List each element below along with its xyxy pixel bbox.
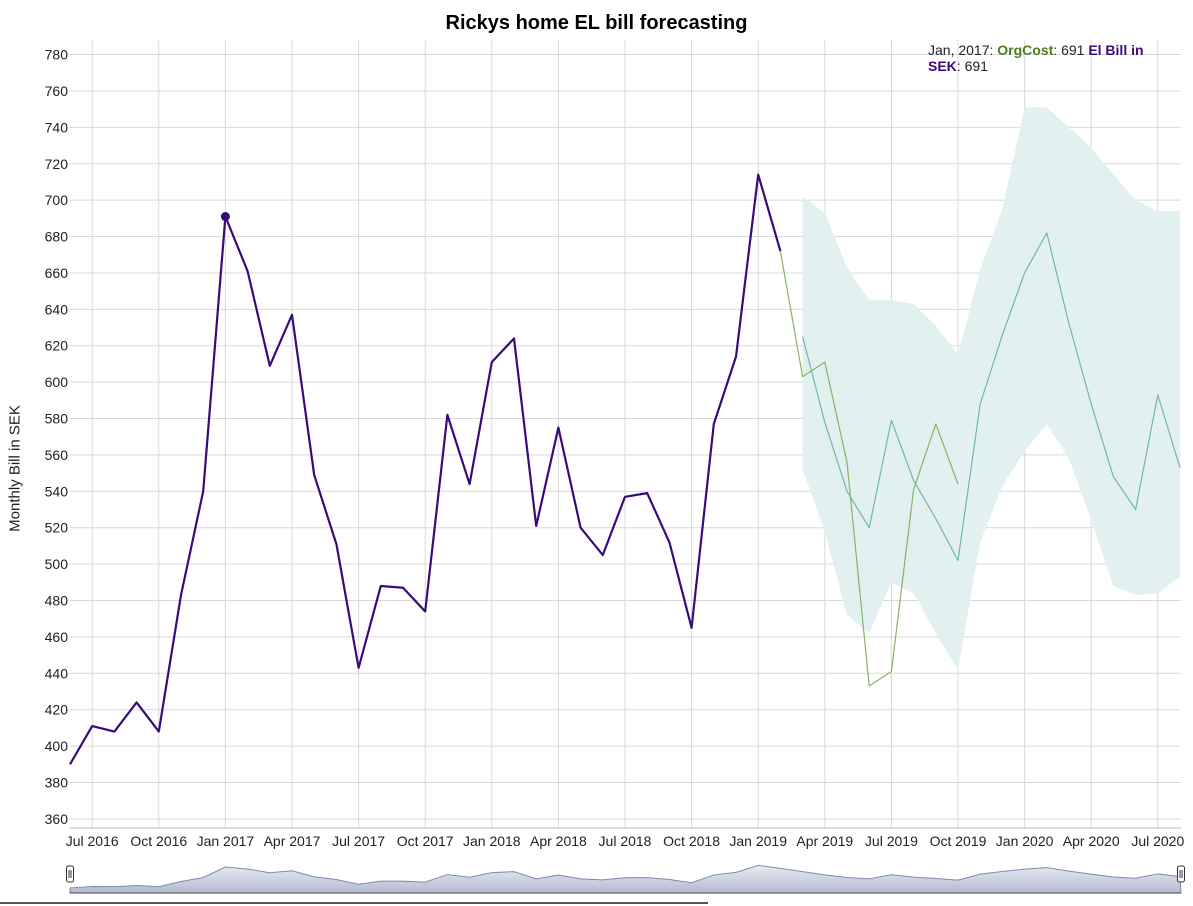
y-tick-label: 760 (45, 83, 69, 99)
x-tick-label: Apr 2017 (264, 833, 321, 849)
x-tick-label: Jan 2020 (996, 833, 1054, 849)
y-tick-label: 560 (45, 447, 69, 463)
y-tick-label: 600 (45, 374, 69, 390)
series-orgcost-line (779, 250, 959, 687)
y-tick-label: 420 (45, 702, 69, 718)
y-tick-label: 640 (45, 301, 69, 317)
navigator-area (69, 864, 1182, 894)
y-tick-label: 740 (45, 119, 69, 135)
hover-legend: Jan, 2017: OrgCost: 691 El Bill in SEK: … (928, 42, 1144, 74)
y-tick-label: 700 (45, 192, 69, 208)
y-tick-label: 360 (45, 811, 69, 827)
x-tick-label: Oct 2019 (930, 833, 987, 849)
y-tick-label: 400 (45, 738, 69, 754)
y-tick-label: 780 (45, 47, 69, 63)
x-tick-label: Jan 2019 (729, 833, 787, 849)
x-tick-label: Jul 2018 (599, 833, 652, 849)
y-tick-label: 720 (45, 156, 69, 172)
y-tick-label: 480 (45, 593, 69, 609)
y-axis: 360 380 400 420 440 460 480 500 520 540 560 580 600 6… (45, 47, 69, 827)
y-axis-label: Monthly Bill in SEK (6, 405, 24, 532)
navigator-left-handle[interactable] (66, 865, 74, 883)
y-tick-label: 460 (45, 629, 69, 645)
series-lines (69, 173, 1181, 765)
y-tick-label: 520 (45, 520, 69, 536)
legend-bill-name-1: El Bill in (1088, 42, 1144, 58)
x-tick-label: Oct 2017 (397, 833, 454, 849)
range-navigator[interactable] (0, 858, 1185, 904)
navigator-right-handle[interactable] (1177, 865, 1185, 883)
x-axis: Jul 2016 Oct 2016 Jan 2017 Apr 2017 Jul 2017… (66, 833, 1185, 849)
legend-date: Jan, 2017 (928, 42, 990, 58)
chart-title: Rickys home EL bill forecasting (445, 12, 748, 34)
legend-orgcost-value: 691 (1061, 42, 1085, 58)
y-tick-label: 540 (45, 483, 69, 499)
legend-orgcost-name: OrgCost (997, 42, 1054, 58)
confidence-band (802, 107, 1180, 670)
legend-bill-name-2: SEK (928, 58, 957, 74)
y-tick-label: 680 (45, 229, 69, 245)
x-tick-label: Jan 2017 (197, 833, 255, 849)
x-tick-label: Jul 2016 (66, 833, 119, 849)
x-tick-label: Oct 2016 (130, 833, 187, 849)
x-tick-label: Apr 2018 (530, 833, 587, 849)
y-tick-label: 380 (45, 775, 69, 791)
x-tick-label: Apr 2019 (796, 833, 853, 849)
y-tick-label: 660 (45, 265, 69, 281)
y-tick-label: 500 (45, 556, 69, 572)
legend-bill-value: 691 (964, 58, 988, 74)
x-tick-label: Jul 2017 (332, 833, 385, 849)
y-tick-label: 580 (45, 411, 69, 427)
x-tick-label: Oct 2018 (663, 833, 720, 849)
y-tick-label: 620 (45, 338, 69, 354)
highlight-point (220, 212, 230, 222)
series-forecast-line (802, 232, 1181, 562)
x-tick-label: Jan 2018 (463, 833, 521, 849)
y-tick-label: 440 (45, 665, 69, 681)
series-el-bill-line (69, 173, 782, 765)
x-tick-label: Jul 2020 (1131, 833, 1184, 849)
x-tick-label: Jul 2019 (865, 833, 918, 849)
x-tick-label: Apr 2020 (1063, 833, 1120, 849)
